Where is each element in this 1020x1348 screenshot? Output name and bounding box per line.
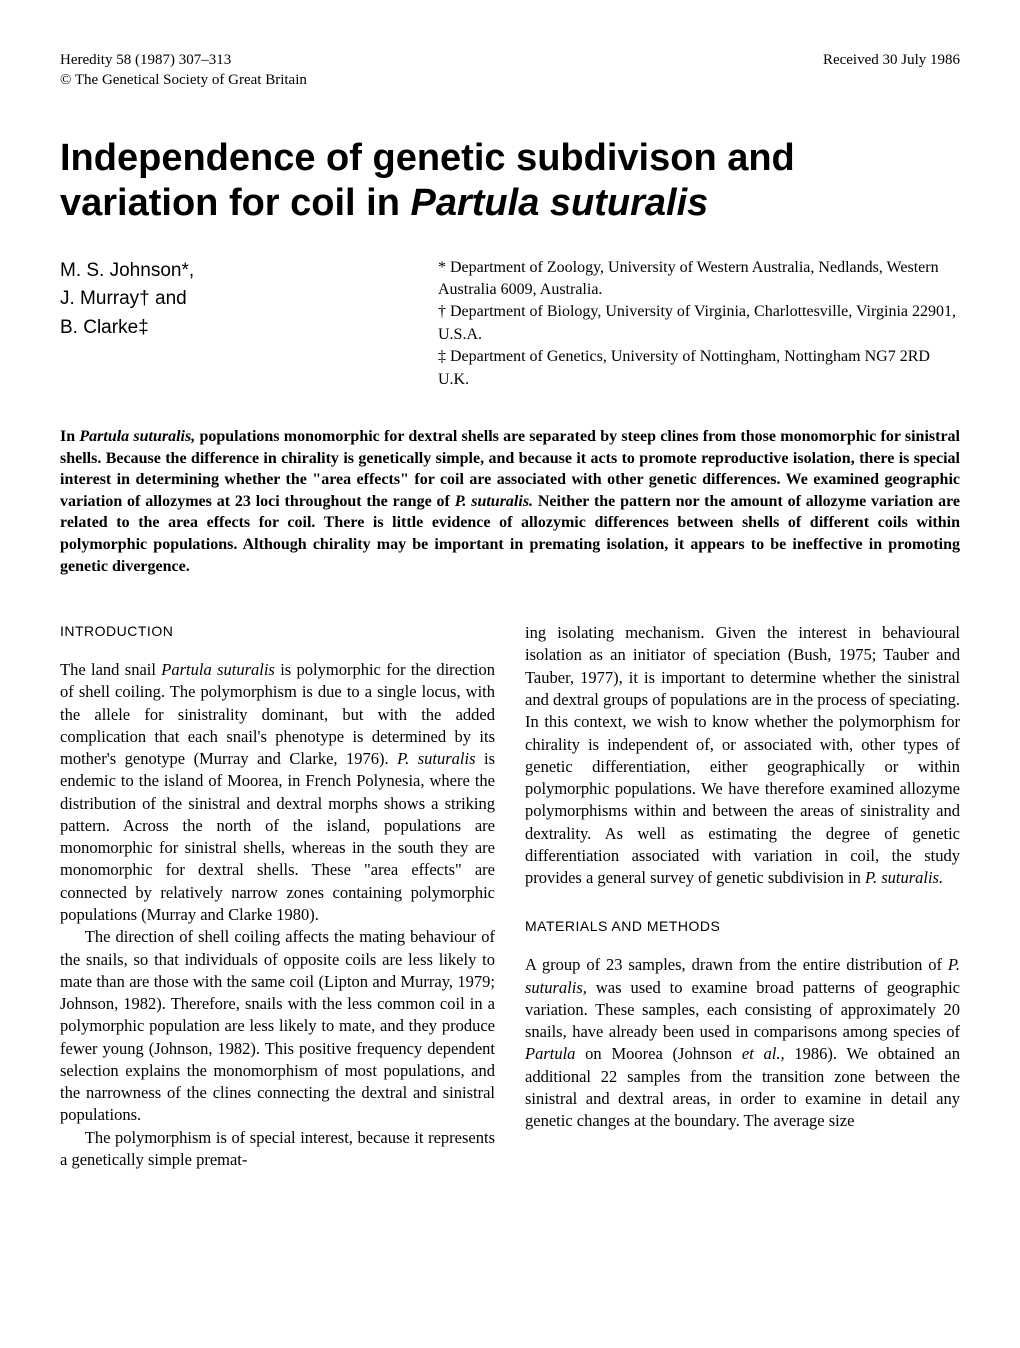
author-2: J. Murray† and bbox=[60, 285, 438, 314]
methods-p1-text-2: was used to examine broad patterns of ge… bbox=[525, 978, 960, 1042]
methods-para-1: A group of 23 samples, drawn from the en… bbox=[525, 954, 960, 1132]
header-left: Heredity 58 (1987) 307–313 © The Genetic… bbox=[60, 50, 307, 91]
authors-affiliations-block: M. S. Johnson*, J. Murray† and B. Clarke… bbox=[60, 257, 960, 391]
intro-p1-species-2: P. suturalis bbox=[397, 749, 475, 768]
intro-para-3-cont: ing isolating mechanism. Given the inter… bbox=[525, 622, 960, 889]
intro-para-1: The land snail Partula suturalis is poly… bbox=[60, 659, 495, 926]
introduction-body: The land snail Partula suturalis is poly… bbox=[60, 659, 495, 1171]
received-date: Received 30 July 1986 bbox=[823, 50, 960, 91]
authors-list: M. S. Johnson*, J. Murray† and B. Clarke… bbox=[60, 257, 438, 391]
column-right: ing isolating mechanism. Given the inter… bbox=[525, 622, 960, 1171]
methods-heading: MATERIALS AND METHODS bbox=[525, 917, 960, 936]
column-left: INTRODUCTION The land snail Partula sutu… bbox=[60, 622, 495, 1171]
methods-p1-text-3: on Moorea (Johnson bbox=[575, 1044, 741, 1063]
affiliation-3: ‡ Department of Genetics, University of … bbox=[438, 346, 960, 391]
running-header: Heredity 58 (1987) 307–313 © The Genetic… bbox=[60, 50, 960, 91]
body-columns: INTRODUCTION The land snail Partula sutu… bbox=[60, 622, 960, 1171]
methods-p1-genus: Partula bbox=[525, 1044, 575, 1063]
intro-p1-species-1: Partula suturalis bbox=[161, 660, 275, 679]
intro-para-2: The direction of shell coiling affects t… bbox=[60, 926, 495, 1126]
author-3: B. Clarke‡ bbox=[60, 314, 438, 343]
journal-citation: Heredity 58 (1987) 307–313 bbox=[60, 50, 307, 70]
abstract-species-1: Partula suturalis, bbox=[79, 428, 195, 445]
abstract: In Partula suturalis, populations monomo… bbox=[60, 426, 960, 577]
section-gap bbox=[525, 889, 960, 917]
abstract-species-2: P. suturalis. bbox=[455, 493, 533, 510]
col2-p1-text: ing isolating mechanism. Given the inter… bbox=[525, 623, 960, 887]
methods-p1-etal: et al., bbox=[742, 1044, 785, 1063]
methods-p1-text-1: A group of 23 samples, drawn from the en… bbox=[525, 955, 948, 974]
affiliations-list: * Department of Zoology, University of W… bbox=[438, 257, 960, 391]
affiliation-2: † Department of Biology, University of V… bbox=[438, 301, 960, 346]
intro-p1-text-1: The land snail bbox=[60, 660, 161, 679]
methods-body: A group of 23 samples, drawn from the en… bbox=[525, 954, 960, 1132]
title-species-name: Partula suturalis bbox=[411, 182, 709, 224]
intro-continuation: ing isolating mechanism. Given the inter… bbox=[525, 622, 960, 889]
affiliation-1: * Department of Zoology, University of W… bbox=[438, 257, 960, 302]
author-1: M. S. Johnson*, bbox=[60, 257, 438, 286]
abstract-text-1: In bbox=[60, 428, 79, 445]
introduction-heading: INTRODUCTION bbox=[60, 622, 495, 641]
copyright-line: © The Genetical Society of Great Britain bbox=[60, 70, 307, 90]
title-line-1: Independence of genetic subdivison and bbox=[60, 137, 795, 179]
intro-para-3: The polymorphism is of special interest,… bbox=[60, 1127, 495, 1172]
title-line-2-pre: variation for coil in bbox=[60, 182, 411, 224]
intro-p1-text-3: is endemic to the island of Moorea, in F… bbox=[60, 749, 495, 924]
col2-p1-species: P. suturalis. bbox=[865, 868, 943, 887]
article-title: Independence of genetic subdivison and v… bbox=[60, 136, 960, 227]
